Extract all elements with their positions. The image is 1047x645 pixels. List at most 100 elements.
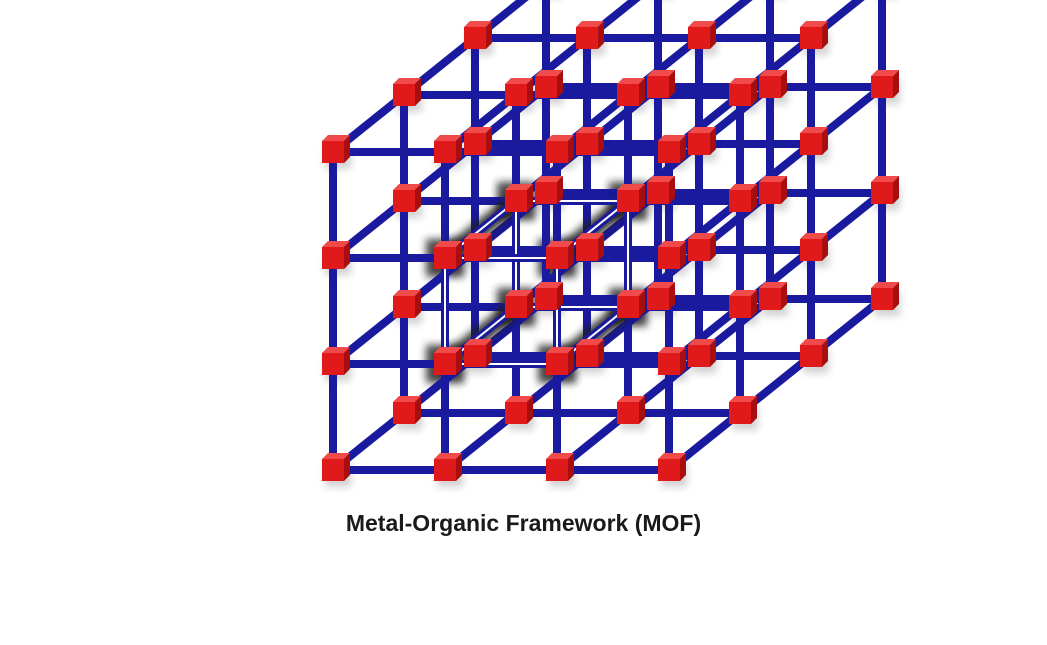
metal-node-side	[781, 70, 787, 98]
metal-node-side	[486, 339, 492, 367]
metal-node-side	[680, 453, 686, 481]
metal-node-side	[527, 396, 533, 424]
metal-node	[617, 190, 639, 212]
metal-node	[546, 247, 568, 269]
metal-node	[658, 141, 680, 163]
metal-node-top	[617, 396, 645, 402]
metal-node-side	[680, 347, 686, 375]
metal-node-top	[393, 184, 421, 190]
metal-node	[576, 345, 598, 367]
metal-node-top	[729, 290, 757, 296]
metal-node-top	[759, 282, 787, 288]
metal-node	[535, 76, 557, 98]
metal-node-top	[464, 21, 492, 27]
metal-node	[505, 402, 527, 424]
metal-node-top	[729, 78, 757, 84]
metal-node-side	[893, 176, 899, 204]
metal-node-side	[893, 282, 899, 310]
metal-node	[434, 459, 456, 481]
metal-node-top	[617, 290, 645, 296]
metal-node	[658, 247, 680, 269]
metal-node-side	[456, 347, 462, 375]
metal-node	[393, 84, 415, 106]
metal-node-top	[434, 135, 462, 141]
metal-node-side	[486, 21, 492, 49]
metal-node	[759, 288, 781, 310]
metal-node-side	[598, 233, 604, 261]
metal-node-side	[415, 290, 421, 318]
metal-node	[688, 133, 710, 155]
metal-node-side	[639, 396, 645, 424]
metal-node-top	[464, 127, 492, 133]
metal-node-top	[647, 70, 675, 76]
metal-node-side	[415, 78, 421, 106]
metal-node-side	[527, 184, 533, 212]
metal-node-top	[688, 21, 716, 27]
metal-node	[658, 459, 680, 481]
diagram-caption: Metal-Organic Framework (MOF)	[345, 510, 702, 536]
metal-node-top	[464, 233, 492, 239]
metal-node	[759, 182, 781, 204]
metal-node-top	[535, 282, 563, 288]
metal-node-side	[486, 127, 492, 155]
metal-node-top	[546, 241, 574, 247]
metal-node-side	[751, 290, 757, 318]
metal-node	[535, 182, 557, 204]
metal-node	[464, 239, 486, 261]
metal-node	[393, 190, 415, 212]
metal-node	[647, 288, 669, 310]
metal-node-side	[822, 339, 828, 367]
metal-node-side	[598, 127, 604, 155]
metal-node-side	[669, 70, 675, 98]
metal-node-side	[486, 233, 492, 261]
metal-node-side	[669, 282, 675, 310]
metal-node-side	[822, 21, 828, 49]
metal-nodes	[322, 21, 899, 481]
metal-node-top	[576, 127, 604, 133]
metal-node-top	[546, 347, 574, 353]
metal-node	[800, 27, 822, 49]
metal-node-top	[576, 21, 604, 27]
metal-node	[617, 402, 639, 424]
metal-node	[759, 76, 781, 98]
metal-node	[505, 190, 527, 212]
metal-node	[464, 345, 486, 367]
metal-node	[393, 402, 415, 424]
metal-node-top	[658, 241, 686, 247]
metal-node-side	[781, 176, 787, 204]
metal-node-top	[546, 135, 574, 141]
metal-node	[800, 345, 822, 367]
metal-node-side	[893, 70, 899, 98]
metal-node	[322, 353, 344, 375]
metal-node-top	[434, 241, 462, 247]
metal-node-top	[658, 347, 686, 353]
metal-node-top	[759, 176, 787, 182]
metal-node	[617, 296, 639, 318]
metal-node-side	[822, 233, 828, 261]
metal-node-side	[669, 176, 675, 204]
metal-node-top	[576, 339, 604, 345]
metal-node-side	[598, 339, 604, 367]
metal-node	[688, 239, 710, 261]
metal-node-top	[434, 347, 462, 353]
metal-node-top	[505, 290, 533, 296]
metal-node	[800, 239, 822, 261]
metal-node-side	[710, 21, 716, 49]
metal-node	[729, 402, 751, 424]
metal-node-top	[322, 347, 350, 353]
metal-node-top	[576, 233, 604, 239]
metal-node-top	[617, 184, 645, 190]
metal-node	[393, 296, 415, 318]
metal-node-side	[781, 282, 787, 310]
metal-node	[800, 133, 822, 155]
metal-node-top	[393, 396, 421, 402]
metal-node-top	[688, 339, 716, 345]
metal-node-top	[322, 135, 350, 141]
metal-node-side	[344, 453, 350, 481]
metal-node-top	[688, 233, 716, 239]
metal-node-side	[344, 241, 350, 269]
metal-node	[617, 84, 639, 106]
metal-node	[871, 76, 893, 98]
metal-node-top	[464, 339, 492, 345]
